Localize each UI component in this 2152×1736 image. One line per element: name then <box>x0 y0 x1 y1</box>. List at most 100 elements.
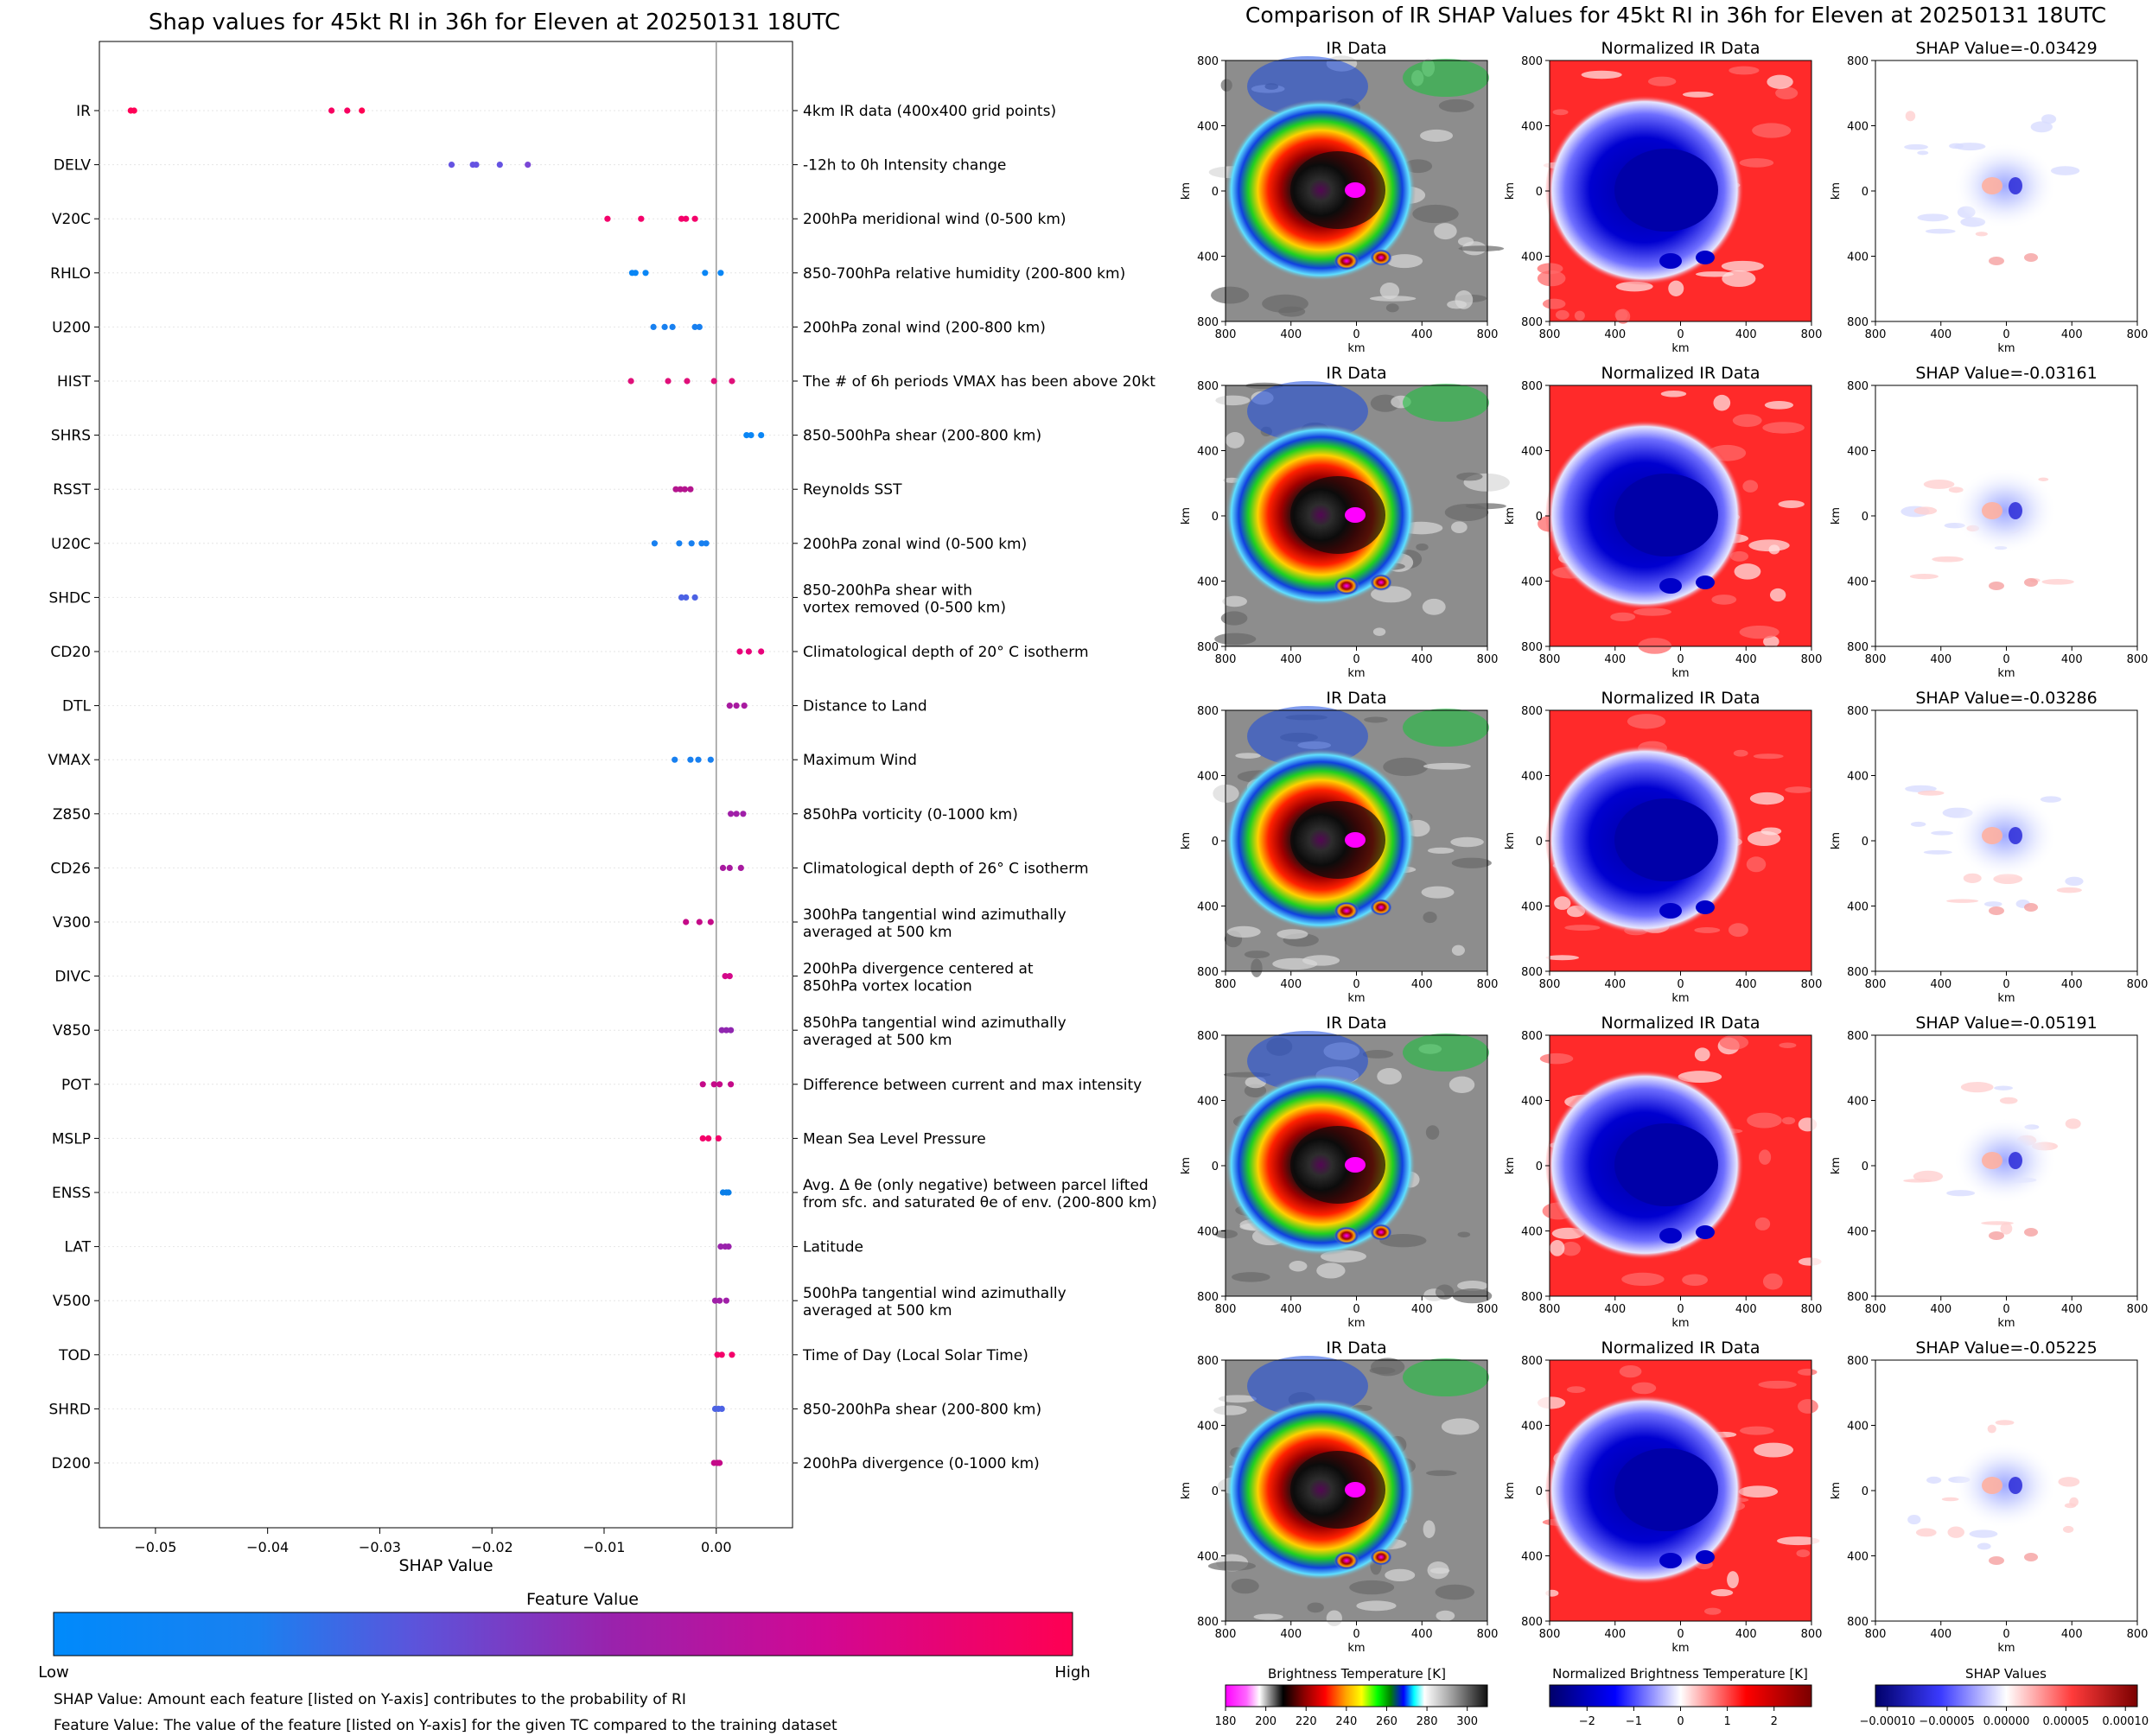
shap-point <box>716 1081 723 1088</box>
panel-shap-5: SHAP Value=-0.05225800800400400004004008… <box>1830 1339 2148 1655</box>
shap-point <box>695 756 702 763</box>
ir-cloud-streak <box>1425 1125 1440 1140</box>
normalized-cloud-streak <box>1798 1257 1822 1266</box>
shap-attribution-speck <box>2050 166 2080 175</box>
ir-cloud-streak <box>1436 1610 1455 1622</box>
feature-description-label: Reynolds SST <box>803 481 902 499</box>
normalized-cloud-streak <box>1610 612 1636 622</box>
x-axis-label: km <box>1671 667 1689 680</box>
y-tick-label: 400 <box>1521 1096 1543 1109</box>
normalized-cloud-streak <box>1754 1442 1794 1458</box>
feature-name-label: V500 <box>53 1293 91 1310</box>
ir-cloud-streak <box>1289 1261 1308 1272</box>
y-tick-label: 800 <box>1197 55 1219 68</box>
normalized-cloud-streak <box>1734 563 1761 580</box>
shap-point <box>642 270 649 277</box>
chart-title: Shap values for 45kt RI in 36h for Eleve… <box>149 10 840 35</box>
colorbar-brightness-label: Brightness Temperature [K] <box>1268 1666 1446 1682</box>
shap-attribution-speck <box>1946 1190 1976 1197</box>
shap-attribution-speck <box>1903 1179 1932 1183</box>
x-tick-label: 800 <box>1215 1628 1237 1641</box>
normalized-cloud-streak <box>1779 1042 1797 1048</box>
y-tick-label: 800 <box>1197 641 1219 654</box>
normalized-cloud-streak <box>1739 625 1780 639</box>
shap-point <box>683 594 690 601</box>
shap-positive-patch <box>1982 1152 2002 1169</box>
panel-normalized-3: Normalized IR Data8008004004000040040080… <box>1504 689 1822 1005</box>
colorbar-tick-label: −0.00010 <box>1859 1715 1915 1728</box>
shap-attribution-speck <box>1917 213 1949 222</box>
ir-coldest-core <box>1345 182 1366 198</box>
ir-cloud-streak <box>1213 1405 1247 1415</box>
shap-point <box>691 323 698 330</box>
normalized-cloud-streak <box>1739 1426 1774 1435</box>
x-tick-label: 0 <box>1677 978 1684 991</box>
shap-attribution-speck <box>1926 1476 1942 1484</box>
x-tick-label: 0 <box>2002 1628 2009 1641</box>
shap-point <box>661 323 668 330</box>
y-tick-label: 400 <box>1847 446 1869 459</box>
shap-point <box>651 540 659 547</box>
x-tick-label: 800 <box>1477 1628 1499 1641</box>
feature-description-label: 500hPa tangential wind azimuthally averag… <box>803 1285 1066 1319</box>
normalized-cloud-streak <box>1539 1052 1574 1065</box>
y-tick-label: 0 <box>1536 186 1543 199</box>
normalized-cell <box>1696 1550 1715 1564</box>
colorbar-tick-label: −1 <box>1626 1715 1642 1728</box>
ir-cloud-streak <box>1383 757 1429 777</box>
x-tick-label: 800 <box>1215 1303 1237 1316</box>
shap-point <box>691 215 698 222</box>
shap-point <box>328 107 335 114</box>
shap-attribution-speck <box>1915 1528 1937 1537</box>
colorbar-gradient <box>53 1612 1073 1657</box>
shap-point <box>715 1135 722 1141</box>
colorbar-brightness-ticks: 180 200 220 240 260 280 300 <box>1215 1707 1478 1728</box>
colorbar-normalized-gradient <box>1549 1684 1812 1707</box>
shap-point <box>473 162 480 169</box>
feature-description-label: 200hPa divergence centered at 850hPa vort… <box>803 961 1034 995</box>
normalized-cell <box>1696 900 1715 914</box>
y-tick-label: 800 <box>1847 55 1869 68</box>
shap-negative-patch <box>2009 502 2022 519</box>
shap-point <box>758 648 765 655</box>
y-tick-label: 400 <box>1521 1421 1543 1434</box>
panel-normalized-2: Normalized IR Data8008004004000040040080… <box>1504 364 1822 680</box>
y-axis-label: km <box>1180 1482 1193 1499</box>
y-tick-label: 0 <box>1862 186 1869 199</box>
x-tick-label: 800 <box>1801 1628 1823 1641</box>
ir-cloud-band <box>1403 709 1489 747</box>
shap-attribution-speck <box>2030 121 2053 133</box>
shap-storm-attribution <box>1953 792 2057 879</box>
panel-shap-2: SHAP Value=-0.03161800800400400004004008… <box>1830 364 2148 680</box>
normalized-cloud-streak <box>1729 66 1760 75</box>
ir-cloud-streak <box>1349 1580 1395 1595</box>
normalized-cloud-streak <box>1552 109 1569 116</box>
colorbar-shap-label: SHAP Values <box>1965 1666 2047 1682</box>
shap-attribution-speck <box>2041 578 2074 585</box>
feature-description-label: Maximum Wind <box>803 752 917 769</box>
feature-name-label: V300 <box>53 914 91 932</box>
shap-attribution-speck <box>1969 1529 1998 1538</box>
shap-point <box>737 864 744 872</box>
x-tick-label: 800 <box>1801 328 1823 341</box>
x-tick-label: 0 <box>2002 978 2009 991</box>
shap-attribution-speck <box>2058 1477 2080 1487</box>
y-tick-label: 400 <box>1847 1551 1869 1564</box>
feature-description-label: 850hPa vorticity (0-1000 km) <box>803 806 1018 823</box>
shap-point <box>733 703 740 709</box>
normalized-cloud-streak <box>1775 86 1799 99</box>
colorbar-tick-label: 0.00005 <box>2042 1715 2089 1728</box>
x-tick-label: 400 <box>1930 653 1951 666</box>
normalized-cloud-streak <box>1758 1149 1772 1165</box>
y-tick-label: 800 <box>1197 316 1219 329</box>
colorbar-tick-label: −2 <box>1579 1715 1595 1728</box>
ir-cloud-streak <box>1235 753 1261 759</box>
shap-point <box>669 323 676 330</box>
x-tick-label: 400 <box>2061 1303 2083 1316</box>
panel-title: SHAP Value=-0.03286 <box>1915 689 2097 708</box>
ir-cloud-streak <box>1427 1561 1449 1580</box>
shap-point <box>718 1027 725 1033</box>
x-tick-label: 400 <box>1735 1628 1757 1641</box>
y-tick-label: 800 <box>1847 316 1869 329</box>
ir-cloud-streak <box>1364 716 1388 723</box>
